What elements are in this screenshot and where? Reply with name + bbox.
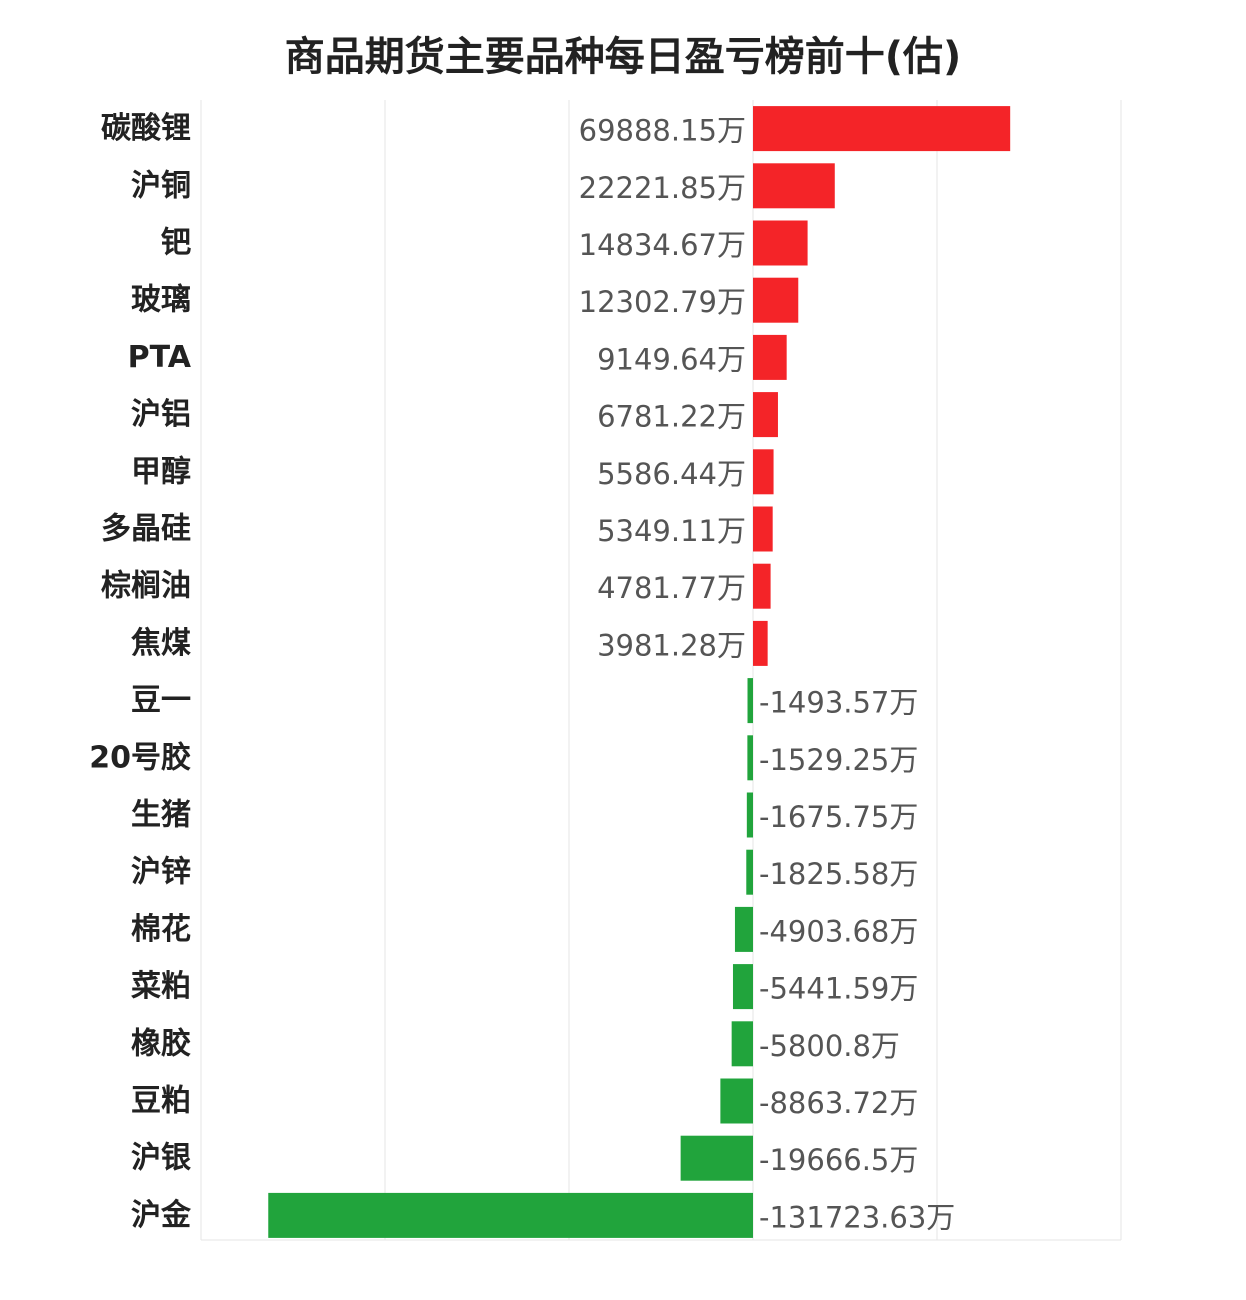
category-label: 豆一 — [131, 683, 191, 718]
value-label: 5586.44万 — [597, 457, 746, 491]
value-label: 9149.64万 — [597, 342, 746, 376]
category-label: PTA — [128, 340, 192, 375]
value-label: -5441.59万 — [759, 972, 918, 1006]
bar — [746, 849, 753, 895]
bar — [753, 106, 1011, 152]
category-label: 多晶硅 — [101, 512, 191, 547]
category-label: 棉花 — [131, 912, 191, 947]
bar — [753, 334, 787, 380]
category-label: 焦煤 — [131, 626, 191, 661]
bars-layer — [268, 106, 1011, 1238]
category-label: 沪锌 — [131, 855, 191, 890]
bar — [753, 563, 771, 609]
chart-title: 商品期货主要品种每日盈亏榜前十(估) — [284, 34, 962, 80]
bar — [720, 1078, 753, 1124]
value-label: -1529.25万 — [759, 743, 918, 777]
category-label: 甲醇 — [131, 454, 191, 489]
bar — [731, 1021, 753, 1067]
category-label: 玻璃 — [131, 283, 191, 318]
bar — [680, 1135, 753, 1181]
category-label: 钯 — [161, 226, 191, 261]
value-label: -19666.5万 — [759, 1143, 918, 1177]
value-label: 22221.85万 — [579, 171, 746, 205]
value-label: 69888.15万 — [579, 114, 746, 148]
bar — [753, 392, 778, 438]
category-label: 菜粕 — [131, 969, 191, 1004]
category-label: 沪银 — [131, 1141, 191, 1176]
bar — [747, 735, 753, 781]
bar — [732, 964, 753, 1010]
bar — [268, 1192, 753, 1238]
bar — [734, 906, 753, 952]
bar — [753, 506, 773, 552]
bar — [753, 449, 774, 495]
category-label: 豆粕 — [131, 1084, 191, 1119]
category-label: 生猪 — [131, 798, 191, 833]
bar — [753, 277, 799, 323]
bar — [753, 163, 835, 209]
bar — [747, 678, 753, 724]
bar — [753, 220, 808, 266]
value-label: 5349.11万 — [597, 514, 746, 548]
value-label: -1675.75万 — [759, 800, 918, 834]
value-label: -5800.8万 — [759, 1029, 900, 1063]
value-label: 14834.67万 — [579, 228, 746, 262]
value-label: -1493.57万 — [759, 686, 918, 720]
category-label: 棕榈油 — [101, 569, 191, 604]
value-label: -1825.58万 — [759, 857, 918, 891]
category-label: 沪金 — [131, 1198, 192, 1233]
category-label: 沪铜 — [131, 168, 191, 203]
value-label: -4903.68万 — [759, 914, 918, 948]
bar — [746, 792, 753, 838]
category-label: 碳酸锂 — [101, 111, 191, 146]
category-label: 橡胶 — [131, 1026, 191, 1061]
grid-layer — [200, 100, 1122, 1241]
value-label: 4781.77万 — [597, 571, 746, 605]
category-label: 沪铝 — [131, 397, 191, 432]
value-label: 6781.22万 — [597, 400, 746, 434]
value-label: 3981.28万 — [597, 628, 746, 662]
category-label: 20号胶 — [89, 740, 191, 775]
value-label: 12302.79万 — [579, 285, 746, 319]
value-label: -8863.72万 — [759, 1086, 918, 1120]
value-label: -131723.63万 — [759, 1200, 955, 1234]
bar — [753, 620, 768, 666]
